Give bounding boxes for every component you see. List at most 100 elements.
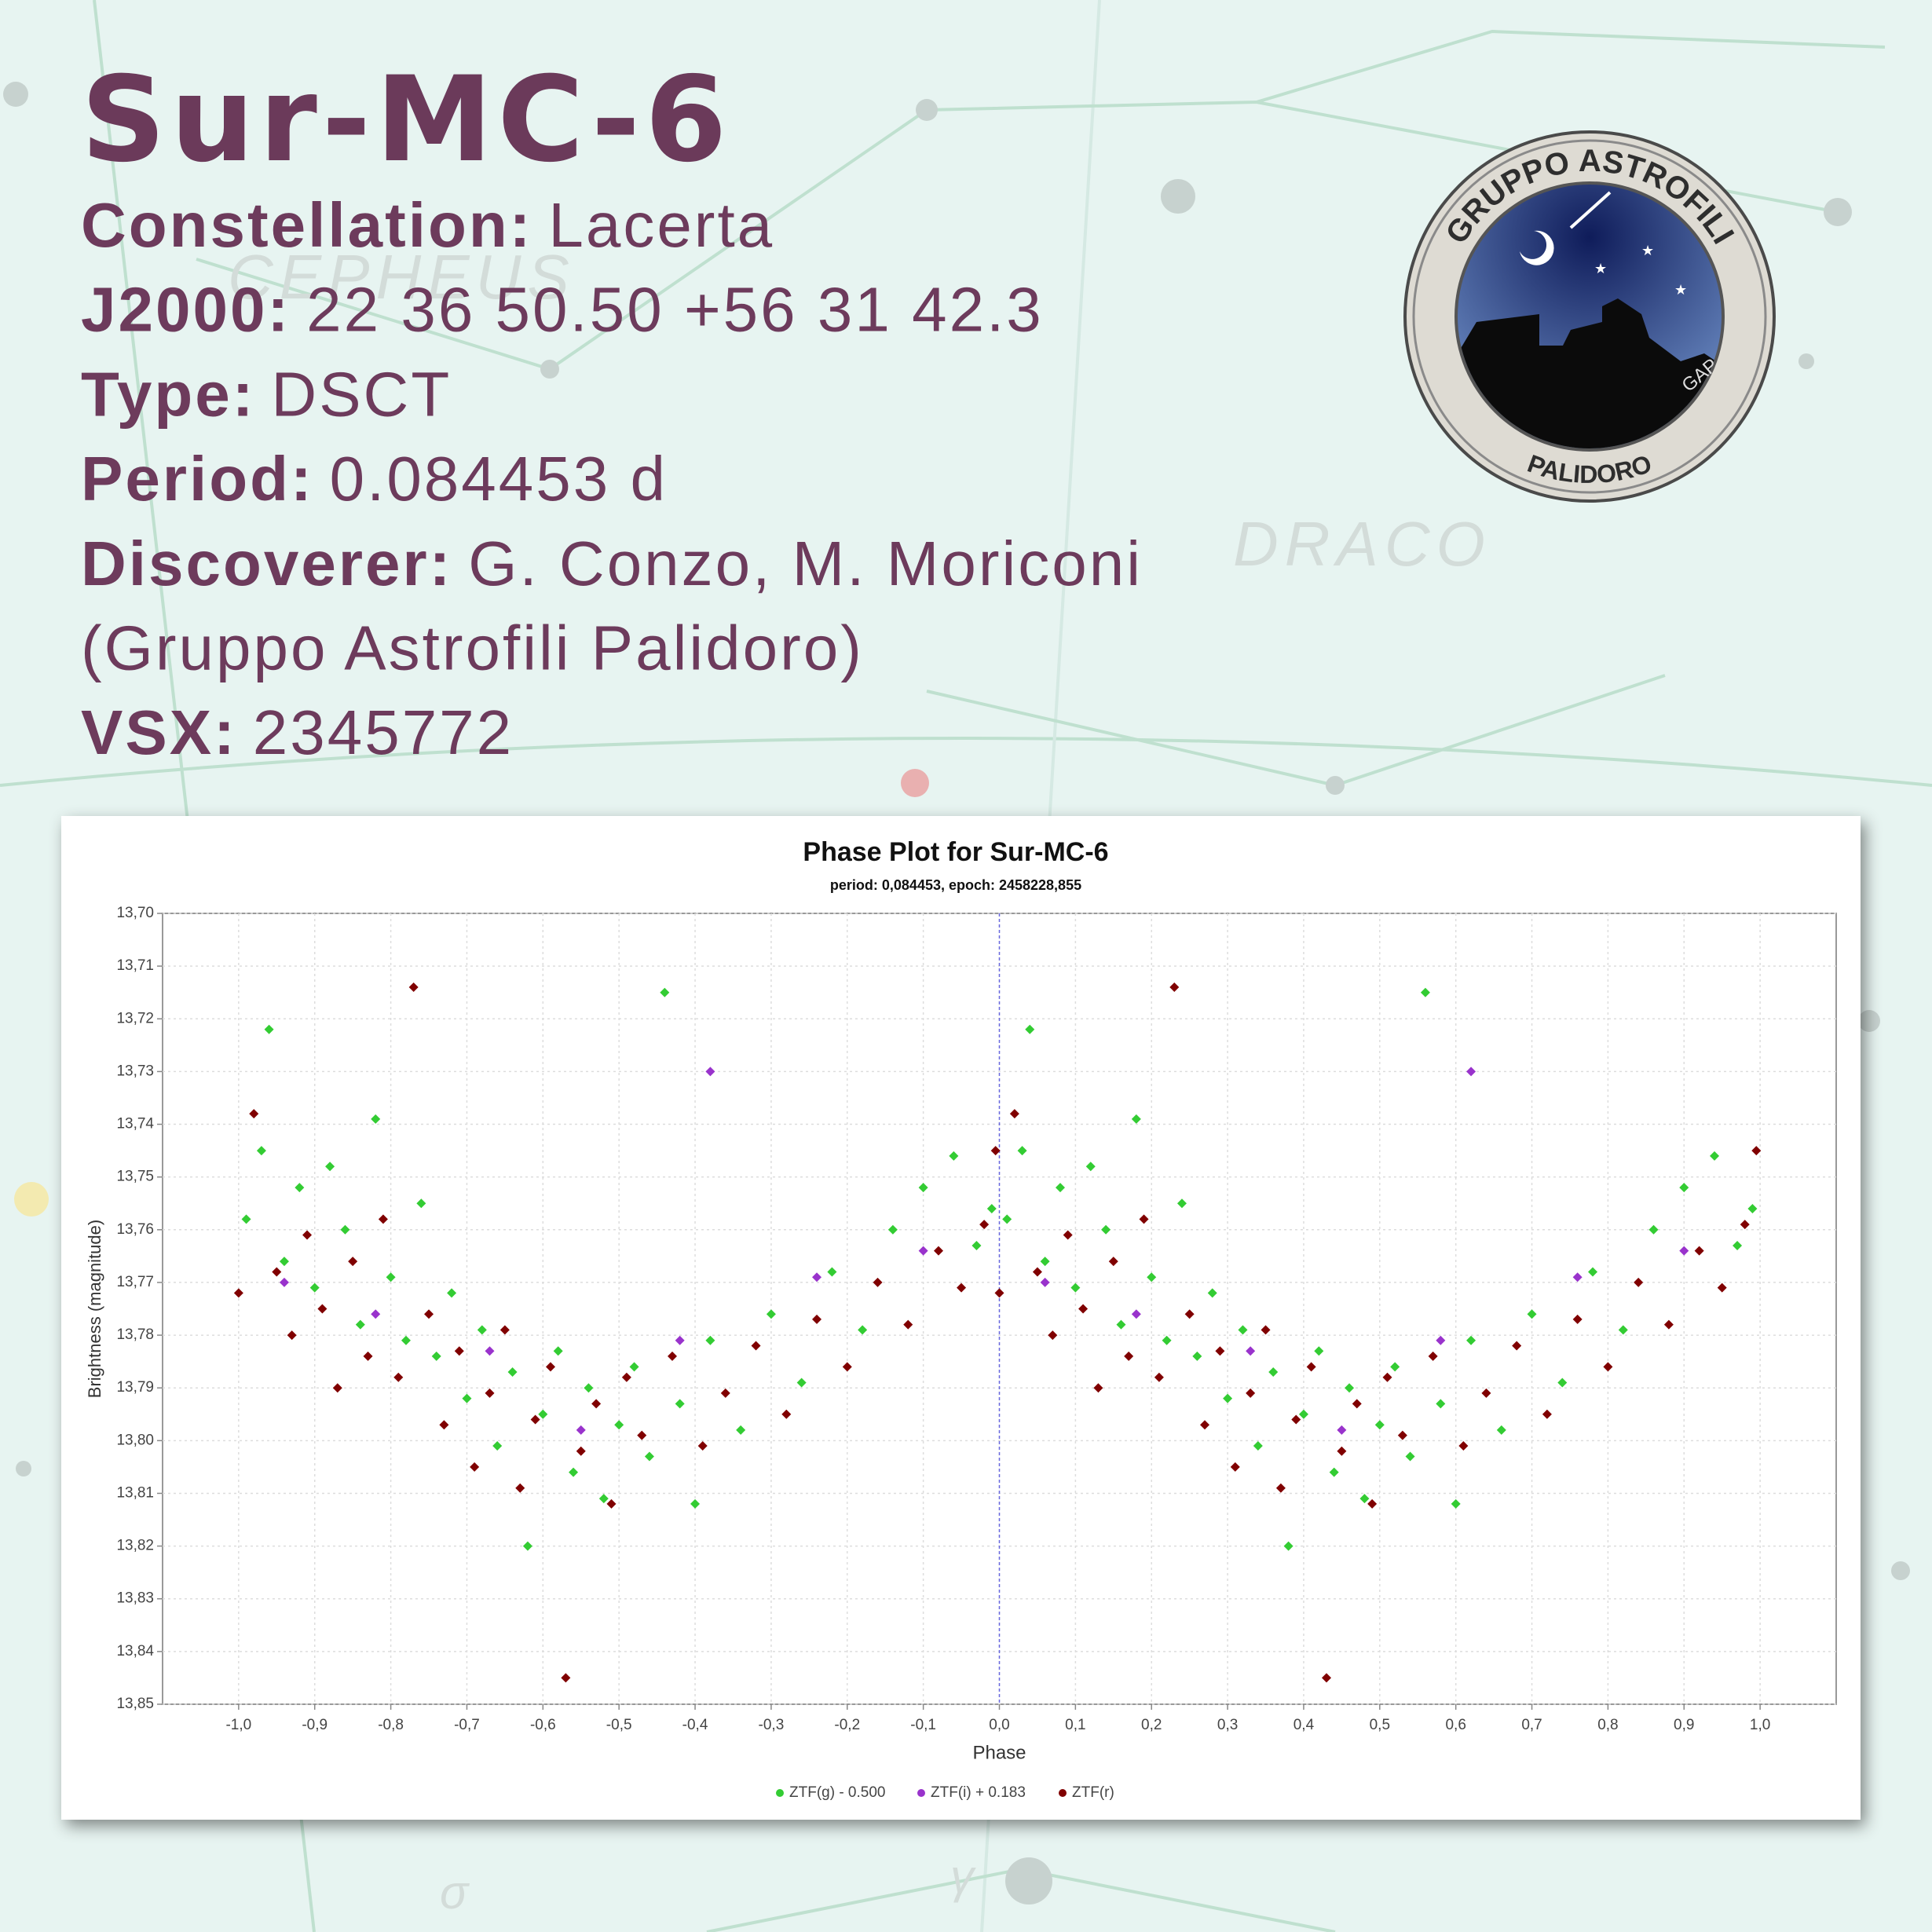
info-line: (Gruppo Astrofili Palidoro)	[81, 613, 864, 683]
point	[477, 1325, 487, 1335]
point	[675, 1399, 685, 1409]
point	[1710, 1151, 1720, 1161]
y-tick-label: 13,78	[116, 1326, 154, 1343]
point	[576, 1425, 586, 1435]
point	[690, 1498, 701, 1509]
point	[629, 1362, 639, 1372]
point	[705, 1335, 715, 1345]
point	[1436, 1335, 1446, 1345]
point	[416, 1198, 426, 1209]
point	[1496, 1425, 1506, 1435]
point	[812, 1314, 822, 1324]
point	[1603, 1362, 1613, 1372]
point	[287, 1330, 297, 1341]
point	[249, 1109, 259, 1119]
point	[371, 1309, 381, 1319]
info-label: J2000:	[81, 275, 291, 345]
point	[1032, 1267, 1042, 1277]
point	[1337, 1446, 1347, 1456]
point	[279, 1277, 289, 1287]
point	[401, 1335, 411, 1345]
point	[606, 1498, 617, 1509]
y-tick-label: 13,74	[116, 1116, 154, 1132]
y-tick-label: 13,73	[116, 1063, 154, 1079]
x-tick-label: 0,5	[1370, 1717, 1390, 1733]
point	[675, 1335, 685, 1345]
x-tick-label: 0,1	[1065, 1717, 1085, 1733]
point	[1223, 1393, 1233, 1403]
point	[546, 1362, 556, 1372]
info-value: Lacerta	[548, 190, 774, 260]
point	[1093, 1383, 1103, 1393]
point	[644, 1451, 654, 1462]
point	[1557, 1378, 1568, 1388]
point	[1253, 1441, 1263, 1451]
point	[1085, 1162, 1096, 1172]
x-tick-label: 0,8	[1597, 1717, 1618, 1733]
star-dots	[3, 82, 1910, 1905]
info-line: Constellation: Lacerta	[81, 190, 774, 260]
point	[598, 1494, 609, 1504]
point	[1139, 1214, 1149, 1224]
point	[667, 1351, 677, 1361]
x-tick-label: -0,6	[530, 1717, 556, 1733]
y-tick-label: 13,83	[116, 1590, 154, 1607]
point	[1663, 1319, 1674, 1330]
point	[614, 1420, 624, 1430]
point	[918, 1246, 928, 1256]
point	[736, 1425, 746, 1435]
point	[538, 1409, 548, 1419]
point	[1184, 1309, 1195, 1319]
y-tick-label: 13,85	[116, 1696, 154, 1712]
info-value: DSCT	[271, 359, 452, 429]
y-tick-label: 13,82	[116, 1538, 154, 1554]
point	[515, 1483, 525, 1493]
legend-marker	[917, 1789, 925, 1797]
point	[1162, 1335, 1172, 1345]
point	[1345, 1383, 1355, 1393]
point	[302, 1230, 313, 1240]
plot-area	[162, 913, 1837, 1705]
chart-title: Phase Plot for Sur-MC-6	[803, 837, 1108, 867]
point	[660, 987, 670, 997]
point	[949, 1151, 959, 1161]
point	[1200, 1420, 1210, 1430]
point	[447, 1288, 457, 1298]
point	[1322, 1673, 1332, 1683]
point	[1154, 1372, 1164, 1382]
point	[569, 1467, 579, 1477]
star-label: σ	[440, 1866, 470, 1919]
point	[424, 1309, 434, 1319]
point	[1466, 1067, 1476, 1077]
point	[499, 1325, 510, 1335]
x-tick-label: 1,0	[1750, 1717, 1770, 1733]
legend-marker	[776, 1789, 784, 1797]
y-tick-label: 13,81	[116, 1484, 154, 1501]
x-tick-label: 0,0	[989, 1717, 1009, 1733]
point	[233, 1288, 243, 1298]
point	[522, 1541, 532, 1551]
x-tick-label: -0,5	[606, 1717, 632, 1733]
legend-label: ZTF(r)	[1072, 1784, 1114, 1801]
point	[1428, 1351, 1438, 1361]
point	[766, 1309, 776, 1319]
info-label: Type:	[81, 359, 255, 429]
point	[1040, 1277, 1050, 1287]
point	[1017, 1146, 1027, 1156]
x-tick-label: -0,2	[834, 1717, 860, 1733]
y-axis-label: Brightness (magnitude)	[85, 1220, 104, 1398]
point	[1147, 1272, 1157, 1283]
point	[979, 1220, 990, 1230]
point	[332, 1383, 342, 1393]
point	[887, 1224, 898, 1235]
constellation-label: CEPHEUS	[228, 242, 576, 312]
point	[1329, 1467, 1339, 1477]
point	[1542, 1409, 1552, 1419]
point	[873, 1277, 883, 1287]
point	[348, 1257, 358, 1267]
point	[1238, 1325, 1248, 1335]
info-value: 22 36 50.50 +56 31 42.3	[306, 275, 1044, 345]
x-tick-label: 0,2	[1141, 1717, 1162, 1733]
point	[1374, 1420, 1385, 1430]
point	[1733, 1240, 1743, 1250]
